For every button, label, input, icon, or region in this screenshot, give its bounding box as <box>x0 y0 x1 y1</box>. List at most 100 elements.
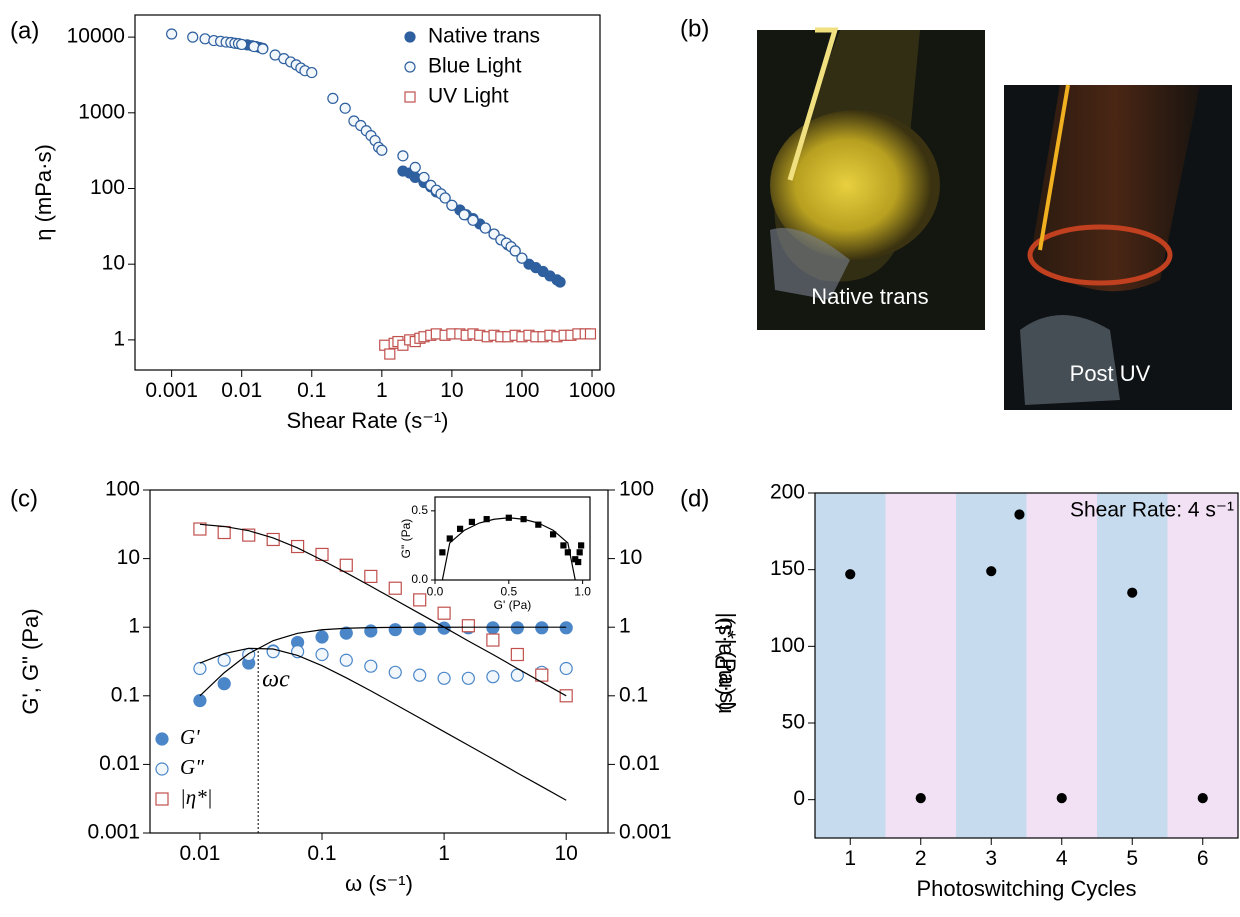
x-tick-label: 1 <box>376 379 388 402</box>
marker <box>365 625 377 637</box>
marker <box>916 794 925 803</box>
x-tick-label: 3 <box>985 847 997 870</box>
marker <box>447 536 452 541</box>
x-tick-label: 0.0 <box>427 585 444 599</box>
y-tick-label: 0.5 <box>411 503 428 517</box>
marker <box>487 634 499 646</box>
x-axis-label: ω (s⁻¹) <box>345 871 413 896</box>
marker <box>340 559 352 571</box>
y-tick-label: 0 <box>793 787 805 810</box>
legend-label: |η*| <box>180 785 212 809</box>
marker <box>517 253 527 263</box>
marker <box>440 550 445 555</box>
y-axis-label: η (mPa·s) <box>31 144 56 241</box>
marker <box>167 29 177 39</box>
x-tick-label: 1.0 <box>574 585 591 599</box>
x-axis-label: Photoswitching Cycles <box>916 876 1136 901</box>
x-tick-label: 6 <box>1197 847 1209 870</box>
marker <box>414 594 426 606</box>
marker <box>316 631 328 643</box>
x-tick-label: 4 <box>1056 847 1068 870</box>
marker <box>846 570 855 579</box>
y-tick-label: 100 <box>90 176 125 199</box>
panel-label: (c) <box>10 485 38 512</box>
legend-label: UV Light <box>428 85 509 108</box>
y-tick-label: 50 <box>782 711 805 734</box>
annotation: Shear Rate: 4 s⁻¹ <box>1070 499 1234 522</box>
marker <box>987 567 996 576</box>
y-axis-label: G', G" (Pa) <box>18 608 43 714</box>
marker <box>365 570 377 582</box>
page: Native trans Post UV (b) 0.0010.010.1110… <box>0 0 1240 917</box>
y-tick-label: 0.1 <box>111 683 140 706</box>
legend-label: G' <box>180 725 200 749</box>
y-axis-label: η (mPa·s) <box>711 617 736 714</box>
y2-tick-label: 0.1 <box>619 683 648 706</box>
marker <box>462 672 474 684</box>
x-tick-label: 10 <box>440 379 463 402</box>
x-axis-label: Shear Rate (s⁻¹) <box>287 408 449 433</box>
plot-frame <box>135 15 600 370</box>
marker <box>469 519 474 524</box>
marker <box>194 695 206 707</box>
panel-label: (b) <box>680 15 709 42</box>
marker <box>218 678 230 690</box>
marker <box>585 329 595 339</box>
marker <box>1057 794 1066 803</box>
marker <box>511 648 523 660</box>
marker <box>438 672 450 684</box>
marker <box>316 648 328 660</box>
y-tick-label: 150 <box>770 557 805 580</box>
x-tick-label: 1000 <box>569 379 616 402</box>
marker <box>438 622 450 634</box>
marker <box>405 62 415 72</box>
x-tick-label: 1 <box>844 847 856 870</box>
y2-tick-label: 100 <box>619 478 654 501</box>
marker <box>487 622 499 634</box>
marker <box>511 622 523 634</box>
x-tick-label: 1 <box>438 842 450 865</box>
marker <box>307 68 317 78</box>
x-tick-label: 0.01 <box>179 842 220 865</box>
marker <box>487 671 499 683</box>
y2-tick-label: 1 <box>619 615 631 638</box>
y-tick-label: 200 <box>770 481 805 504</box>
marker <box>156 763 168 775</box>
y-tick-label: 0.001 <box>87 821 140 844</box>
x-tick-label: 5 <box>1126 847 1138 870</box>
photo-caption: Post UV <box>1070 361 1151 386</box>
marker <box>156 733 168 745</box>
x-tick-label: 0.5 <box>500 585 517 599</box>
x-tick-label: 0.1 <box>297 379 326 402</box>
marker <box>560 663 572 675</box>
y2-tick-label: 10 <box>619 546 642 569</box>
marker <box>458 526 463 531</box>
panel-label: (a) <box>10 17 39 44</box>
marker <box>579 543 584 548</box>
band <box>1097 493 1168 838</box>
marker <box>551 532 556 537</box>
marker <box>414 623 426 635</box>
marker <box>194 663 206 675</box>
marker <box>405 92 415 102</box>
y-tick-label: 100 <box>770 634 805 657</box>
x-tick-label: 0.001 <box>145 379 198 402</box>
y2-tick-label: 0.001 <box>619 821 672 844</box>
band <box>815 493 886 838</box>
marker <box>237 39 247 49</box>
band <box>1027 493 1098 838</box>
marker <box>462 620 474 632</box>
marker <box>560 690 572 702</box>
inset-background <box>435 497 590 580</box>
x-tick-label: 100 <box>504 379 539 402</box>
marker <box>389 624 401 636</box>
marker <box>218 654 230 666</box>
marker <box>188 32 198 42</box>
y-tick-label: 1 <box>113 327 125 350</box>
marker <box>414 669 426 681</box>
legend-label: G" <box>180 755 204 779</box>
marker <box>258 44 268 54</box>
y-tick-label: 100 <box>105 478 140 501</box>
photo-caption: Native trans <box>811 284 928 309</box>
marker <box>459 210 469 220</box>
